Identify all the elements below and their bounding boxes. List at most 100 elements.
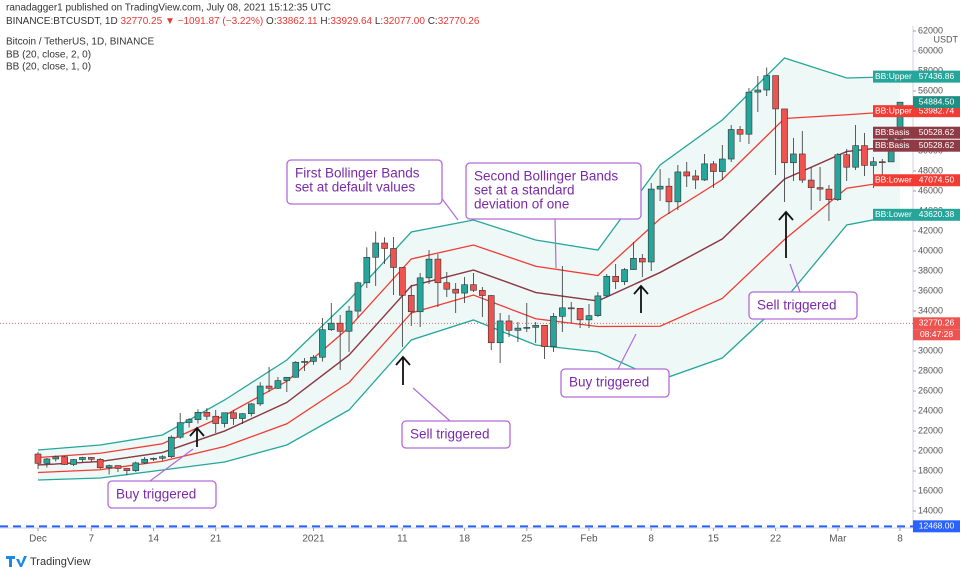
y-tick-label: 24000	[918, 405, 943, 415]
candle-body	[61, 456, 68, 465]
band-value-label: 57436.86	[919, 71, 955, 81]
hline-label-box	[913, 520, 960, 533]
axis-label-name-box	[873, 126, 913, 139]
ohlc-key: O:	[266, 16, 277, 27]
candle-body	[532, 325, 539, 328]
annotation-box	[107, 480, 217, 509]
band-line	[37, 145, 901, 466]
axis-label-name-box	[873, 70, 913, 83]
axis-label-name-box	[873, 208, 913, 221]
candle-body	[372, 242, 380, 258]
annotation-text: First Bollinger Bands	[295, 166, 420, 181]
annotation-pointer	[789, 263, 801, 293]
axis-label-name: BB:Lower	[875, 209, 912, 219]
candle-body	[70, 459, 77, 465]
candle-body	[603, 275, 611, 297]
x-tick-label: 22	[770, 534, 782, 545]
ohlc-key: C:	[428, 16, 438, 27]
y-tick-label: 18000	[918, 465, 943, 475]
candle-body	[807, 179, 815, 188]
annotation-box	[748, 291, 858, 320]
candle-body	[212, 415, 220, 424]
band-value-label: 50528.62	[919, 140, 955, 150]
candle-body	[390, 248, 397, 268]
x-tick-label: 11	[397, 534, 408, 545]
signal-arrowhead	[189, 426, 205, 437]
candle-body	[381, 242, 388, 249]
candle-body	[665, 185, 673, 203]
candle-body	[310, 356, 317, 362]
plot-area	[0, 57, 913, 528]
candle-body	[816, 187, 824, 190]
candle-body	[550, 316, 557, 347]
candle-body	[150, 457, 157, 460]
axis-label-name-box	[873, 139, 913, 152]
candle-body	[692, 175, 699, 181]
candle-body	[754, 89, 762, 93]
candle-body	[185, 419, 193, 423]
ohlc-value: 33929.64	[330, 16, 372, 27]
candle-body	[541, 325, 548, 347]
candle-body	[861, 145, 868, 166]
candle-body	[256, 385, 264, 405]
ohlc-key: L:	[375, 16, 383, 27]
ohlc-key: H:	[320, 16, 330, 27]
candle-body	[772, 75, 779, 110]
ohlc-value: 33862.11	[277, 16, 318, 27]
candle-body	[763, 75, 771, 91]
candle-body	[834, 154, 842, 200]
axis-label-name: BB:Basis	[875, 140, 910, 150]
candle-body	[168, 436, 175, 458]
y-tick-label: 48000	[918, 165, 943, 175]
candle-body	[434, 258, 442, 284]
candle-body	[247, 403, 255, 415]
candle-body	[790, 153, 797, 164]
candle-body	[159, 456, 166, 459]
annotation-text: Buy triggered	[569, 375, 649, 390]
legend-entry: BB (20, close, 1, 0)	[6, 62, 91, 73]
candle-body	[176, 422, 184, 438]
candle-body	[647, 188, 655, 263]
candle-body	[612, 275, 619, 283]
y-tick-label: 40000	[918, 245, 943, 255]
ohlc-value: 32770.26	[438, 16, 480, 27]
band-value-label-box	[913, 126, 960, 139]
candle-body	[114, 465, 122, 469]
x-tick-label: 18	[459, 534, 471, 545]
band-value-label-box	[913, 174, 960, 187]
candle-body	[123, 468, 131, 471]
x-tick-label: 2021	[302, 534, 325, 545]
y-tick-label: 56000	[918, 85, 943, 95]
candle-body	[896, 101, 904, 140]
annotation-text: set at a standard	[474, 183, 575, 198]
candle-body	[630, 258, 637, 270]
y-tick-label: 30000	[918, 345, 943, 355]
y-tick-label: 14000	[918, 505, 943, 515]
candle-body	[852, 145, 859, 168]
band-value-label: 50528.62	[919, 127, 955, 137]
x-tick-label: 8	[648, 534, 654, 545]
footer-logo	[6, 556, 27, 567]
candle-body	[141, 458, 148, 464]
annotation-text: Second Bollinger Bands	[474, 169, 618, 184]
candle-body	[701, 163, 708, 181]
y-tick-label: 16000	[918, 485, 943, 495]
annotation-box	[401, 420, 511, 449]
candle-body	[736, 129, 744, 135]
band-value-label: 43620.38	[919, 209, 955, 219]
y-tick-label: 26000	[918, 385, 943, 395]
y-axis-unit: USDT	[934, 34, 959, 44]
candle-body	[843, 154, 851, 168]
candle-body	[505, 320, 513, 331]
candle-body	[461, 284, 468, 294]
axis-label-name-box	[873, 105, 913, 118]
y-tick-label: 34000	[918, 305, 943, 315]
candle-body	[416, 277, 424, 313]
candle-body	[132, 462, 140, 471]
close-label: 54884.50	[919, 96, 955, 106]
annotation-pointer	[439, 195, 459, 221]
annotation-text: Buy triggered	[116, 487, 196, 502]
candle-body	[283, 376, 291, 381]
axis-label-name: BB:Lower	[875, 175, 912, 185]
